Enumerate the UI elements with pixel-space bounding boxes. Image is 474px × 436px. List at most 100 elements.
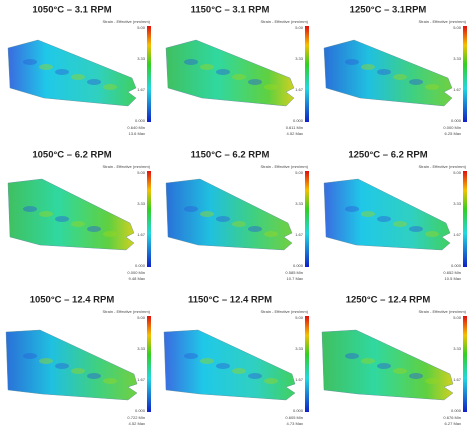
min-label: 0.722 Min [127, 415, 145, 420]
colorbar-tick: 3.33 [137, 56, 146, 61]
colorbar [463, 26, 467, 122]
strain-spot [216, 363, 230, 369]
strain-spot [39, 358, 53, 364]
colorbar-label: Strain - Effective (mm/mm) [261, 19, 309, 24]
colorbar-tick: 1.67 [295, 87, 304, 92]
min-label: 0.000 Min [443, 125, 461, 130]
colorbar-tick: 1.67 [453, 232, 462, 237]
colorbar-tick: 0.000 [451, 118, 462, 123]
min-label: 0.611 Min [286, 125, 303, 130]
colorbar [305, 316, 309, 412]
strain-spot [71, 221, 85, 227]
colorbar-tick: 5.00 [453, 315, 462, 320]
strain-spot [87, 79, 101, 85]
strain-spot [87, 373, 101, 379]
panel: 1250°C – 6.2 RPM Strain - Effective (mm/m… [323, 150, 467, 281]
strain-spot [409, 373, 423, 379]
colorbar-label: Strain - Effective (mm/mm) [103, 309, 151, 314]
strain-spot [103, 231, 117, 237]
colorbar-tick: 0.000 [135, 118, 146, 123]
colorbar-tick: 1.67 [295, 232, 304, 237]
strain-spot [361, 211, 375, 217]
strain-spot [55, 69, 69, 75]
strain-spot [377, 363, 391, 369]
strain-spot [425, 84, 439, 90]
colorbar-tick: 0.000 [135, 408, 146, 413]
max-label: 10.7 Max [287, 276, 303, 281]
panel: 1050°C – 12.4 RPM Strain - Effective (mm/… [5, 295, 151, 426]
strain-spot [71, 74, 85, 80]
max-label: 9.48 Max [129, 276, 145, 281]
colorbar-tick: 3.33 [295, 201, 304, 206]
colorbar [463, 316, 467, 412]
strain-spot [377, 69, 391, 75]
colorbar-tick: 1.67 [453, 87, 462, 92]
colorbar-tick: 1.67 [137, 232, 146, 237]
strain-spot [103, 84, 117, 90]
colorbar-tick: 0.000 [293, 408, 304, 413]
colorbar-tick: 0.000 [451, 263, 462, 268]
colorbar-tick: 3.33 [453, 346, 462, 351]
min-label: 0.000 Min [127, 270, 145, 275]
strain-spot [71, 368, 85, 374]
colorbar-tick: 3.33 [137, 346, 146, 351]
strain-spot [345, 206, 359, 212]
strain-spot [232, 221, 246, 227]
strain-spot [55, 216, 69, 222]
strain-spot [264, 84, 278, 90]
strain-spot [232, 368, 246, 374]
max-label: 4.52 Max [129, 421, 145, 426]
strain-spot [200, 211, 214, 217]
strain-spot [248, 373, 262, 379]
colorbar [147, 316, 151, 412]
specimen [163, 329, 296, 401]
panel-title: 1250°C – 6.2 RPM [348, 150, 427, 161]
panel-title: 1050°C – 3.1 RPM [32, 5, 111, 16]
min-label: 0.640 Min [127, 125, 145, 130]
panel: 1150°C – 3.1 RPM Strain - Effective (mm/m… [165, 5, 309, 136]
max-label: 13.6 Max [129, 131, 145, 136]
colorbar-tick: 1.67 [295, 377, 304, 382]
colorbar-tick: 0.000 [135, 263, 146, 268]
colorbar-tick: 3.33 [295, 346, 304, 351]
colorbar-label: Strain - Effective (mm/mm) [419, 19, 467, 24]
colorbar-label: Strain - Effective (mm/mm) [103, 164, 151, 169]
strain-spot [393, 368, 407, 374]
specimen [321, 329, 454, 401]
panel: 1150°C – 12.4 RPM Strain - Effective (mm/… [163, 295, 309, 426]
colorbar-tick: 5.00 [295, 25, 304, 30]
panel: 1150°C – 6.2 RPM Strain - Effective (mm/m… [165, 150, 309, 281]
strain-spot [425, 231, 439, 237]
max-label: 6.27 Max [445, 421, 461, 426]
min-label: 0.676 Min [443, 415, 461, 420]
colorbar-label: Strain - Effective (mm/mm) [261, 164, 309, 169]
min-label: 0.605 Min [285, 415, 303, 420]
strain-spot [200, 64, 214, 70]
min-label: 0.652 Min [443, 270, 461, 275]
colorbar-tick: 5.00 [137, 170, 146, 175]
colorbar-label: Strain - Effective (mm/mm) [261, 309, 309, 314]
max-label: 4.73 Max [287, 421, 303, 426]
specimen [323, 178, 451, 251]
colorbar-tick: 3.33 [137, 201, 146, 206]
colorbar [147, 171, 151, 267]
strain-spot [23, 59, 37, 65]
strain-spot [184, 59, 198, 65]
strain-spot [345, 59, 359, 65]
colorbar-tick: 0.000 [293, 263, 304, 268]
colorbar-tick: 0.000 [293, 118, 304, 123]
max-label: 6.25 Max [445, 131, 461, 136]
colorbar-tick: 5.00 [295, 170, 304, 175]
colorbar-tick: 0.000 [451, 408, 462, 413]
panel: 1250°C – 12.4 RPM Strain - Effective (mm/… [321, 295, 467, 426]
panel-title: 1150°C – 3.1 RPM [191, 5, 270, 16]
strain-spot [216, 216, 230, 222]
specimen [7, 178, 135, 251]
strain-spot [23, 353, 37, 359]
colorbar-tick: 3.33 [295, 56, 304, 61]
colorbar-label: Strain - Effective (mm/mm) [419, 164, 467, 169]
specimen [5, 329, 138, 401]
strain-spot [248, 79, 262, 85]
strain-spot [184, 206, 198, 212]
